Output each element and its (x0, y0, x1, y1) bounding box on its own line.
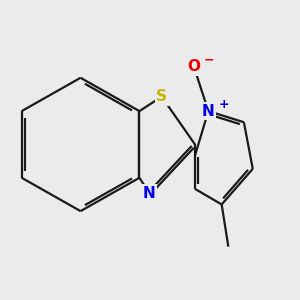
Text: N: N (143, 186, 156, 201)
Text: +: + (218, 98, 229, 111)
Text: −: − (204, 53, 214, 67)
Text: O: O (188, 59, 200, 74)
Text: N: N (202, 103, 215, 118)
Text: S: S (156, 89, 167, 104)
